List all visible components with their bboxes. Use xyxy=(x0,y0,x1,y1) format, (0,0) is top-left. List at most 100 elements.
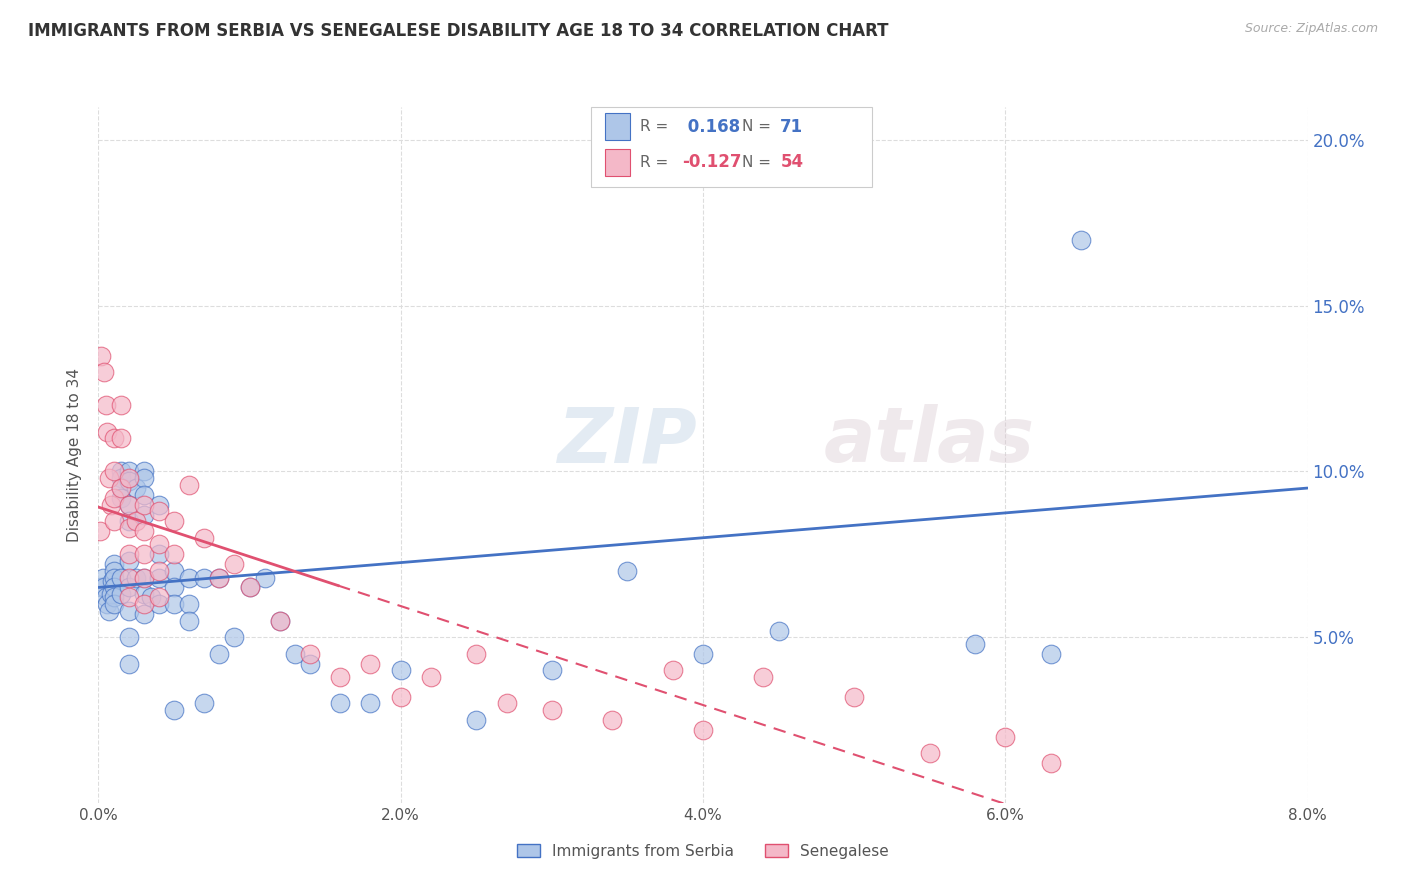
Text: 54: 54 xyxy=(780,153,803,171)
Point xyxy=(118,570,141,584)
Y-axis label: Disability Age 18 to 34: Disability Age 18 to 34 xyxy=(67,368,83,542)
Point xyxy=(148,504,170,518)
Point xyxy=(110,491,132,505)
Point xyxy=(163,564,186,578)
Point xyxy=(752,670,775,684)
Point xyxy=(148,597,170,611)
Point xyxy=(132,508,155,522)
Point xyxy=(100,498,122,512)
Point xyxy=(90,349,112,363)
Point xyxy=(132,607,155,621)
Point xyxy=(179,477,201,491)
Point xyxy=(110,398,132,412)
Point xyxy=(132,471,155,485)
Point xyxy=(103,570,125,584)
Point xyxy=(299,647,322,661)
Point xyxy=(132,488,155,502)
Point xyxy=(103,564,125,578)
Point xyxy=(465,647,488,661)
Point xyxy=(329,670,352,684)
Point xyxy=(389,690,412,704)
Point xyxy=(141,591,163,605)
Point xyxy=(93,365,115,379)
Text: R =: R = xyxy=(640,120,673,134)
Point xyxy=(103,581,125,595)
Point xyxy=(844,690,866,704)
Point xyxy=(98,604,121,618)
Point xyxy=(132,498,155,512)
Text: atlas: atlas xyxy=(824,404,1035,478)
Point xyxy=(118,514,141,528)
Point xyxy=(98,471,121,485)
Point xyxy=(616,564,638,578)
Point xyxy=(103,514,125,528)
Point xyxy=(103,465,125,479)
Point xyxy=(110,481,132,495)
Point xyxy=(132,524,155,538)
Point xyxy=(118,498,141,512)
Point xyxy=(110,431,132,445)
Point xyxy=(118,630,141,644)
Point xyxy=(100,587,122,601)
Point xyxy=(148,570,170,584)
Point xyxy=(239,581,262,595)
Point xyxy=(692,723,714,737)
Point xyxy=(96,597,118,611)
Point xyxy=(101,574,124,588)
Point xyxy=(360,657,382,671)
Point xyxy=(93,581,115,595)
Point xyxy=(125,481,148,495)
Point xyxy=(269,614,291,628)
Point xyxy=(1039,647,1062,661)
Point xyxy=(103,491,125,505)
Point xyxy=(110,570,132,584)
Point xyxy=(148,564,170,578)
Point xyxy=(103,597,125,611)
Text: R =: R = xyxy=(640,155,673,169)
Point xyxy=(208,570,231,584)
Point xyxy=(110,465,132,479)
Point xyxy=(125,514,148,528)
Point xyxy=(163,581,186,595)
Point xyxy=(193,570,215,584)
Point xyxy=(495,697,517,711)
Point xyxy=(118,554,141,568)
Text: N =: N = xyxy=(742,155,776,169)
Point xyxy=(692,647,714,661)
Point xyxy=(132,597,155,611)
Point xyxy=(918,746,941,760)
Point xyxy=(132,570,155,584)
Point xyxy=(179,597,201,611)
Point xyxy=(541,663,564,677)
Point xyxy=(1039,756,1062,770)
Point xyxy=(253,570,276,584)
Point xyxy=(163,703,186,717)
Point xyxy=(110,481,132,495)
Point xyxy=(994,730,1017,744)
Point xyxy=(118,475,141,489)
Point xyxy=(132,570,155,584)
Point xyxy=(193,531,215,545)
Point xyxy=(118,465,141,479)
Point xyxy=(132,465,155,479)
Point xyxy=(420,670,443,684)
Point xyxy=(125,570,148,584)
Point xyxy=(163,547,186,561)
Point xyxy=(118,591,141,605)
Legend: Immigrants from Serbia, Senegalese: Immigrants from Serbia, Senegalese xyxy=(512,838,894,864)
Text: Source: ZipAtlas.com: Source: ZipAtlas.com xyxy=(1244,22,1378,36)
Point xyxy=(118,604,141,618)
Point xyxy=(90,581,112,595)
Point xyxy=(269,614,291,628)
Point xyxy=(224,558,246,572)
Text: N =: N = xyxy=(742,120,776,134)
Point xyxy=(208,647,231,661)
Text: IMMIGRANTS FROM SERBIA VS SENEGALESE DISABILITY AGE 18 TO 34 CORRELATION CHART: IMMIGRANTS FROM SERBIA VS SENEGALESE DIS… xyxy=(28,22,889,40)
Text: 71: 71 xyxy=(780,118,803,136)
Point xyxy=(768,624,790,638)
Point xyxy=(662,663,685,677)
Point xyxy=(118,498,141,512)
Point xyxy=(239,581,262,595)
Point xyxy=(94,398,117,412)
Point xyxy=(118,657,141,671)
